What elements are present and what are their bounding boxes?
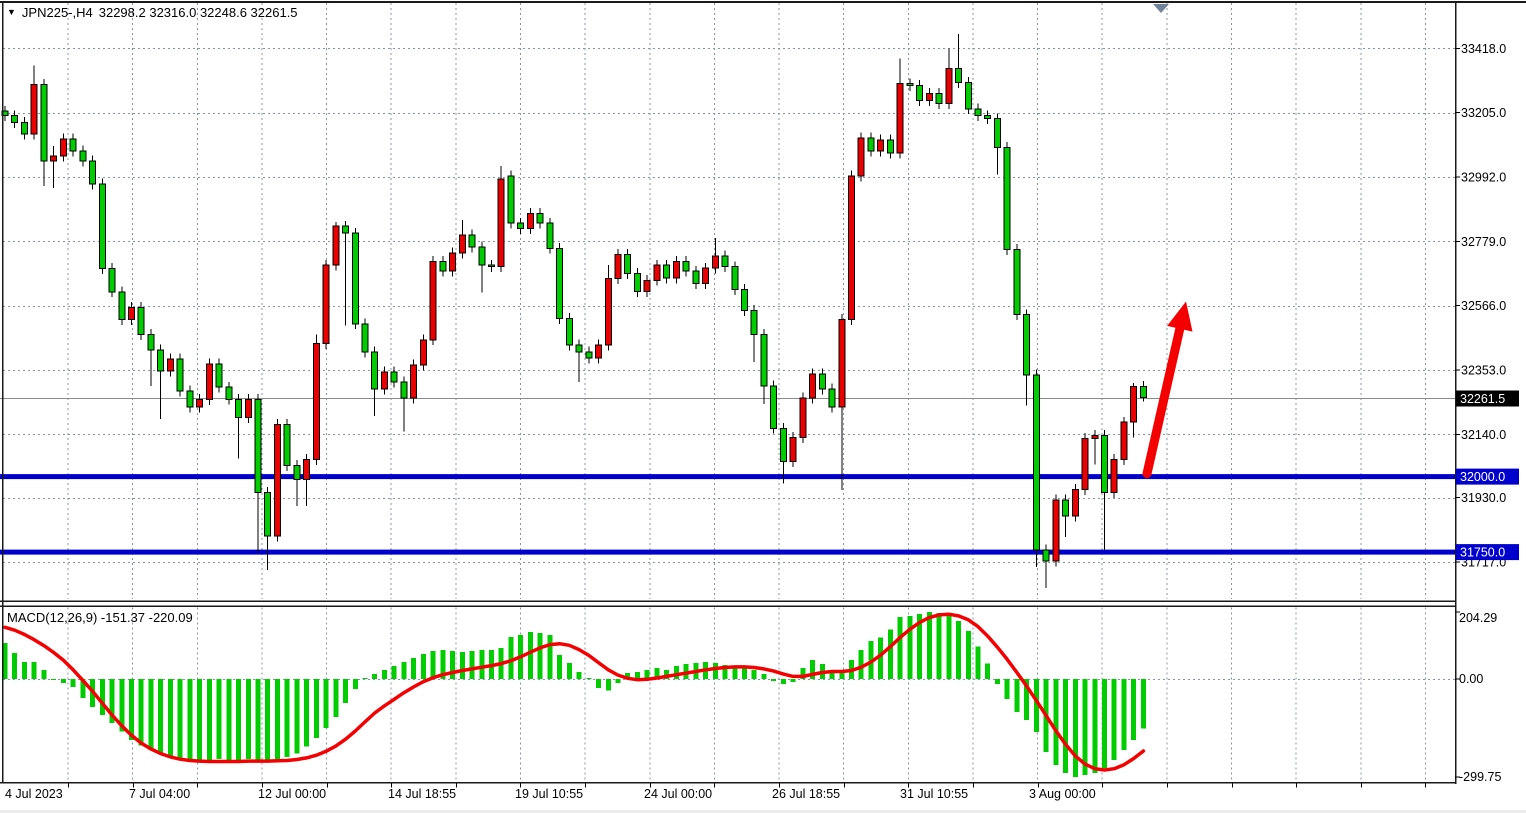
time-tick-label: 7 Jul 04:00 — [129, 787, 190, 801]
ohlc-values: 32298.2 32316.0 32248.6 32261.5 — [98, 5, 298, 20]
time-tick-label: 4 Jul 2023 — [5, 787, 63, 801]
macd-tick-label: 204.29 — [1459, 611, 1497, 625]
hline-31750[interactable] — [0, 549, 1455, 555]
time-tick-label: 26 Jul 18:55 — [772, 787, 840, 801]
price-tick-label: 33418.0 — [1461, 42, 1506, 56]
time-tick-label: 12 Jul 00:00 — [258, 787, 326, 801]
current-price-badge: 32261.5 — [1460, 392, 1505, 406]
candlestick-series — [1, 34, 1147, 589]
grid-lines — [3, 3, 1455, 781]
macd-signal-line — [3, 612, 1146, 772]
price-tick-label: 32779.0 — [1461, 235, 1506, 249]
macd-tick-label: 0.00 — [1459, 672, 1483, 686]
price-tick-label: 32140.0 — [1461, 428, 1506, 442]
price-tick-label: 32992.0 — [1461, 171, 1506, 185]
time-tick-label: 19 Jul 10:55 — [515, 787, 583, 801]
time-tick-label: 24 Jul 00:00 — [644, 787, 712, 801]
time-axis[interactable]: 4 Jul 2023 7 Jul 04:00 12 Jul 00:00 14 Jul … — [5, 783, 1426, 802]
price-tick-label: 33205.0 — [1461, 106, 1506, 120]
support-resistance-lines[interactable] — [0, 474, 1455, 555]
symbol-dropdown-icon[interactable]: ▼ — [7, 7, 16, 17]
chart-shift-marker-icon[interactable] — [1153, 4, 1169, 13]
trend-arrow-annotation[interactable] — [1142, 301, 1193, 479]
price-tick-label: 32566.0 — [1461, 299, 1506, 313]
price-tick-label: 31930.0 — [1461, 491, 1506, 505]
hline-price-badge: 32000.0 — [1460, 470, 1505, 484]
time-tick-label: 3 Aug 00:00 — [1029, 787, 1096, 801]
time-tick-label: 31 Jul 10:55 — [900, 787, 968, 801]
time-tick-label: 14 Jul 18:55 — [388, 787, 456, 801]
price-tick-label: 32353.0 — [1461, 364, 1506, 378]
price-badges: 32000.0 31750.0 32261.5 — [1456, 390, 1519, 561]
price-axis[interactable]: 33418.0 33205.0 32992.0 32779.0 32566.0 32353… — [1455, 42, 1506, 784]
panel-borders — [0, 1, 1526, 784]
hline-32000[interactable] — [0, 474, 1455, 480]
macd-tick-label: -299.75 — [1459, 770, 1501, 784]
macd-indicator-label: MACD(12,26,9) -151.37 -220.09 — [7, 610, 193, 625]
chart-title: ▼ JPN225-,H4 32298.2 32316.0 32248.6 32261… — [7, 5, 298, 20]
hline-price-badge: 31750.0 — [1460, 546, 1505, 560]
symbol-timeframe-label: JPN225-,H4 — [21, 5, 93, 20]
macd-histogram — [2, 612, 1146, 778]
